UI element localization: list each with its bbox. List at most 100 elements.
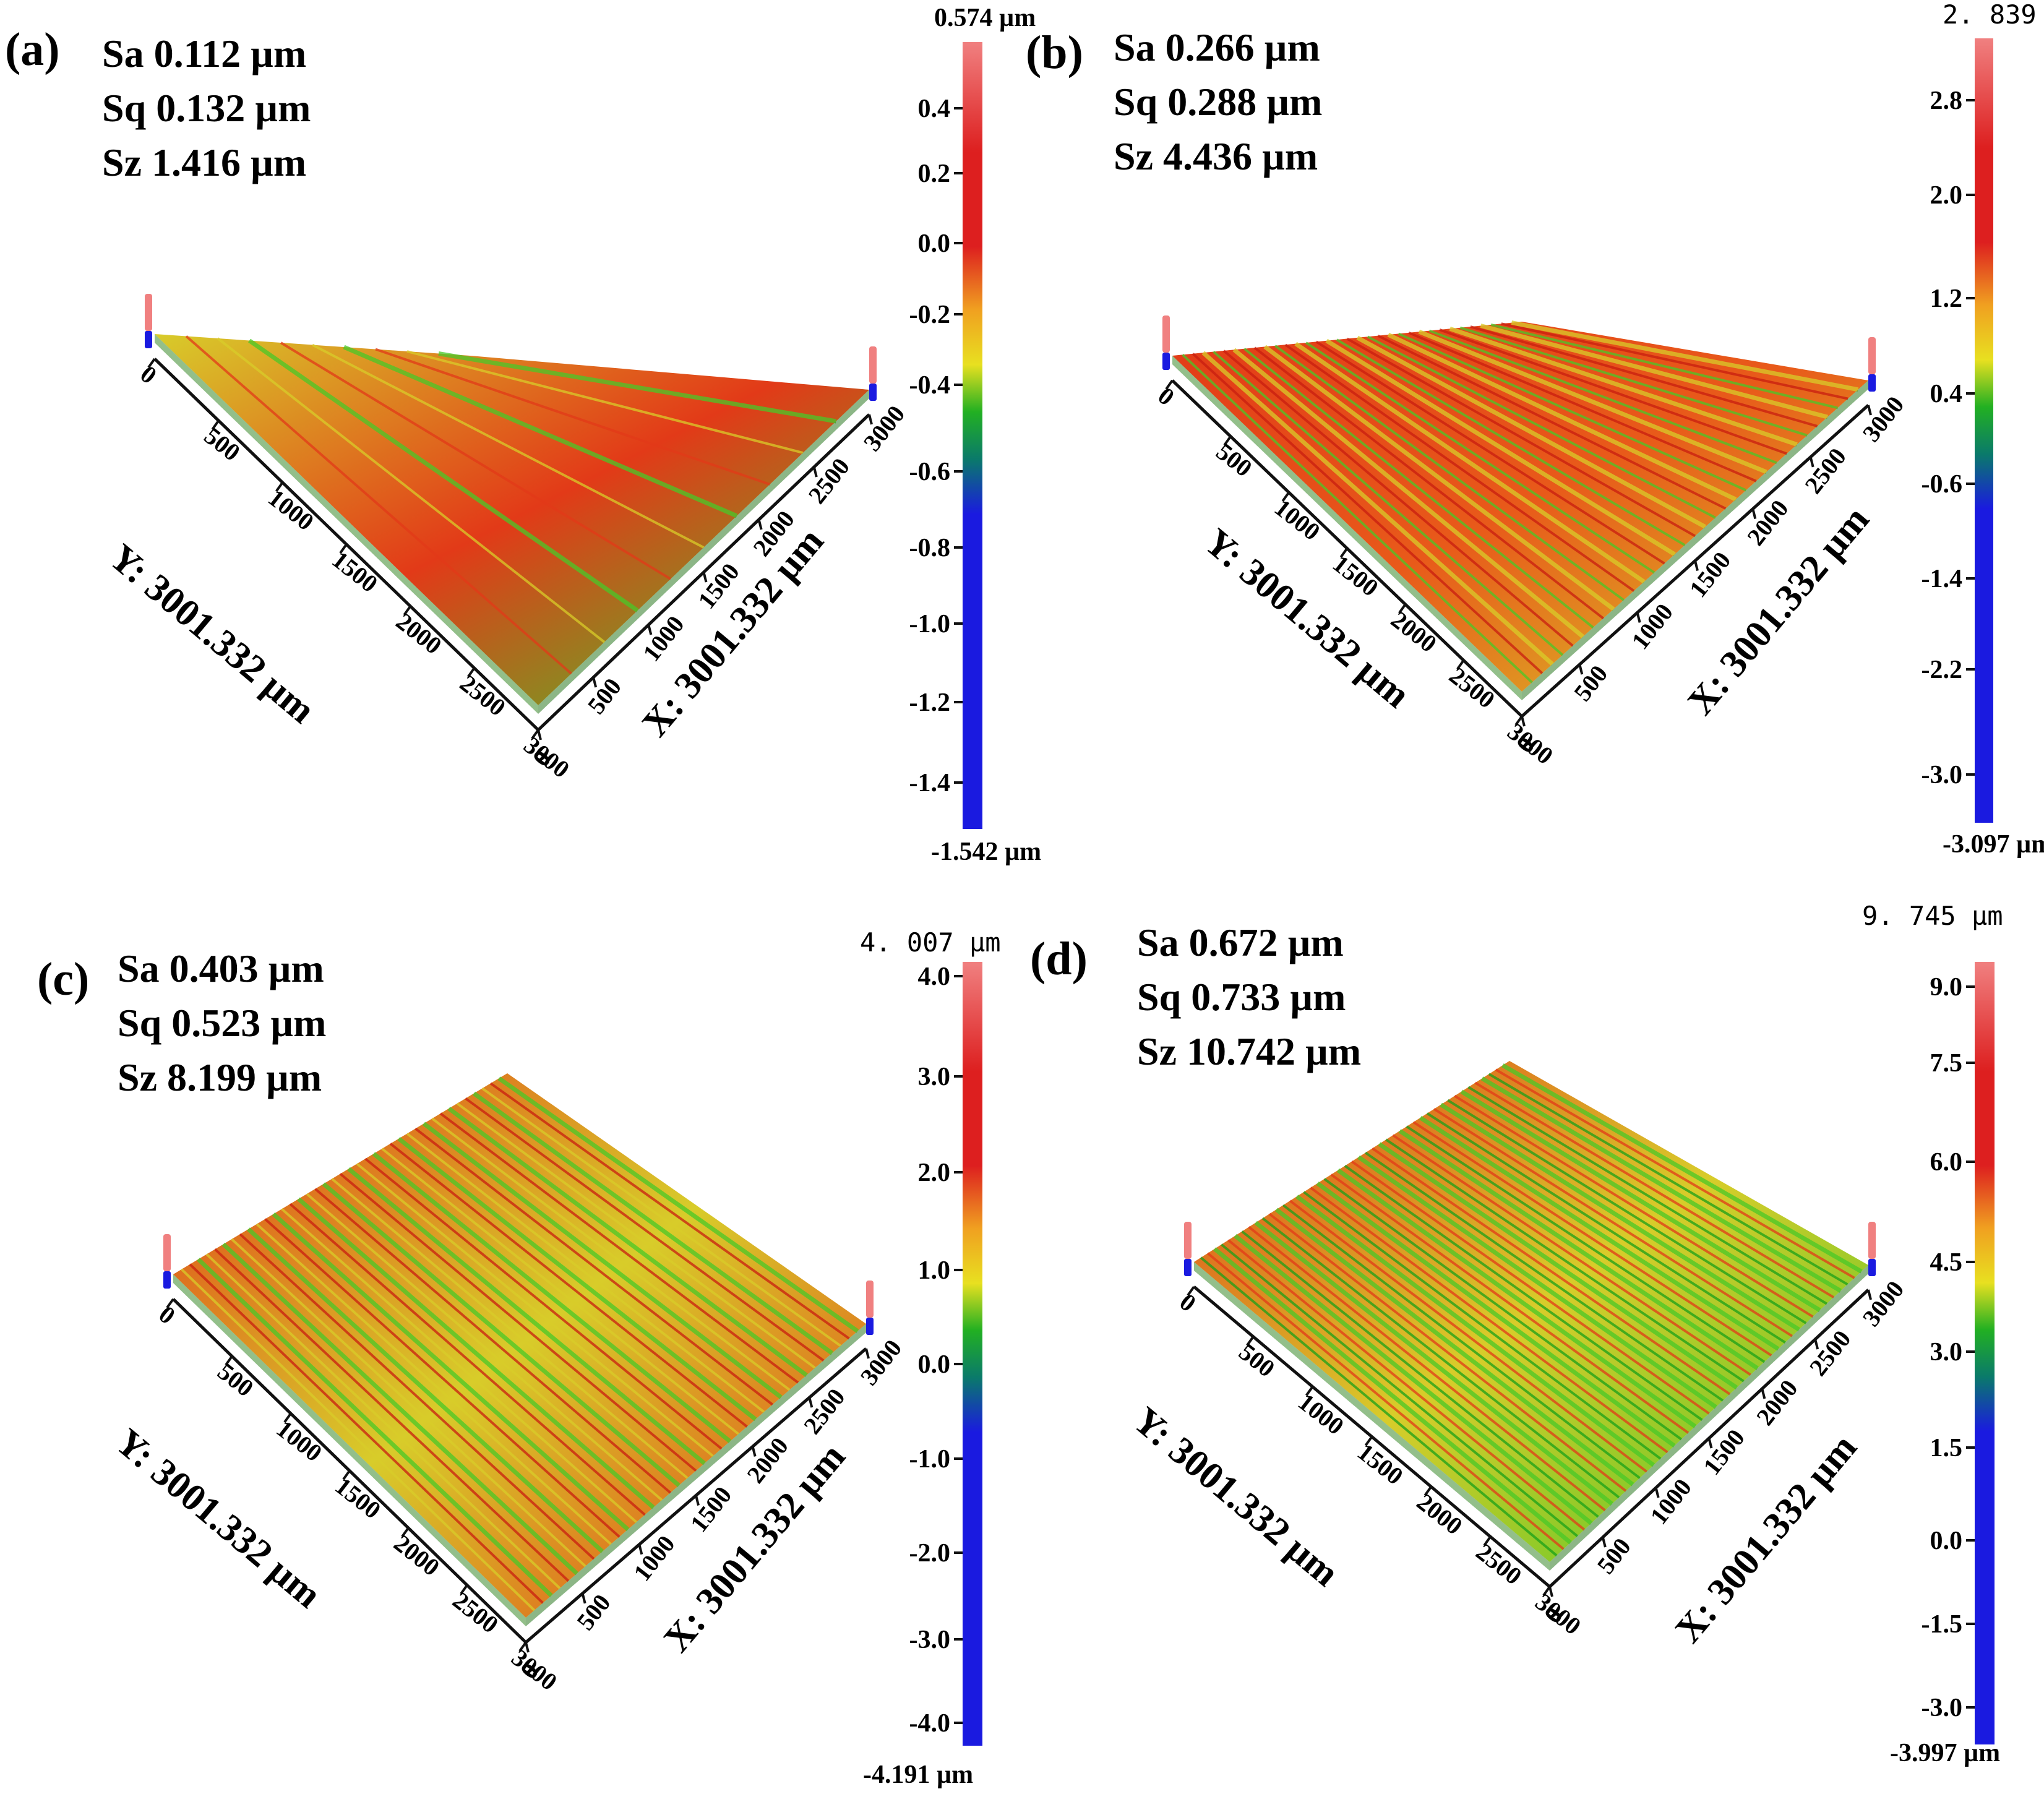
striation-line	[1182, 353, 1533, 684]
striation-line	[381, 1148, 739, 1435]
striation-line	[1248, 1225, 1606, 1512]
striation-line	[1356, 335, 1707, 529]
striation-line	[343, 345, 738, 518]
striation-line	[389, 1143, 748, 1428]
striation-line	[1406, 1125, 1766, 1363]
striation-line	[339, 1172, 697, 1472]
y-axis-tick	[1246, 1336, 1255, 1346]
roughness-stat: Sa 0.266 µm	[1114, 25, 1320, 69]
x-axis-tick	[537, 729, 542, 740]
y-axis-tick-label: 0	[1174, 1288, 1201, 1318]
striation-line	[1263, 345, 1615, 611]
striation-line	[1310, 1186, 1668, 1454]
striation-line	[239, 1233, 595, 1560]
surface-edge	[538, 390, 869, 714]
scale-tick-label: -3.0	[1922, 761, 1963, 789]
scale-tick-label: 0.4	[918, 95, 951, 123]
panel-label: (a)	[5, 24, 60, 75]
striation-line	[197, 1258, 553, 1597]
striation-line	[312, 343, 705, 549]
striation-line	[439, 1112, 799, 1384]
color-scale-bar	[963, 42, 982, 829]
striation-line	[1433, 1108, 1793, 1337]
striation-line	[1261, 1217, 1620, 1499]
corner-post	[163, 1234, 171, 1271]
y-axis-tick	[1542, 1585, 1551, 1597]
scale-tick-label: -2.0	[909, 1539, 951, 1568]
striation-line	[314, 1188, 672, 1494]
x-axis-tick	[1654, 1487, 1660, 1498]
x-axis-tick-label: 1000	[628, 1530, 681, 1586]
y-axis-tick-label: 3000	[518, 731, 575, 784]
scale-min-label: -1.542 µm	[931, 838, 1041, 866]
roughness-stat: Sz 4.436 µm	[1114, 134, 1318, 178]
corner-post	[145, 331, 152, 348]
scale-tick-label: 0.0	[918, 230, 951, 258]
y-axis-tick	[1456, 659, 1465, 670]
striation-line	[364, 1157, 723, 1450]
x-axis-tick-label: 2000	[1751, 1375, 1803, 1431]
x-axis-tick-label: 1500	[1684, 546, 1737, 603]
y-axis-tick	[1483, 1536, 1492, 1547]
x-axis-tick-label: 2500	[802, 453, 855, 509]
striation-line	[1470, 325, 1818, 427]
striation-line	[1398, 1129, 1759, 1370]
striation-line	[289, 1203, 646, 1516]
surface-edge	[1172, 356, 1522, 700]
x-axis-tick	[592, 677, 598, 688]
y-axis-tick-label: 1000	[1293, 1388, 1349, 1440]
roughness-stat: Sz 10.742 µm	[1137, 1029, 1361, 1073]
x-axis-tick	[647, 624, 653, 635]
striation-line	[1274, 1208, 1634, 1487]
striation-line	[1305, 341, 1655, 574]
striation-line	[1295, 1195, 1655, 1467]
striation-line	[414, 1127, 773, 1406]
x-axis-tick-label: 3000	[1857, 1276, 1910, 1332]
color-scale-bar	[1975, 962, 1995, 1744]
x-axis-tick	[751, 1446, 757, 1457]
y-axis-tick	[1424, 1486, 1432, 1496]
scale-max-label: 2. 839 µm	[1943, 0, 2044, 30]
striation-line	[447, 1107, 808, 1377]
striation-line	[1428, 329, 1777, 465]
scale-tick-label: 7.5	[1930, 1049, 1963, 1078]
corner-post	[1868, 1259, 1876, 1276]
y-axis-title: Y: 3001.332 µm	[1125, 1399, 1347, 1595]
panel-label: (c)	[37, 953, 89, 1005]
corner-post	[1162, 315, 1170, 353]
y-axis-tick	[1223, 435, 1232, 446]
surface-edge	[1550, 1265, 1868, 1571]
y-axis-tick	[1514, 715, 1523, 726]
roughness-stat: Sz 8.199 µm	[118, 1055, 322, 1099]
striation-line	[1284, 343, 1635, 592]
striation-line	[1367, 335, 1716, 519]
scale-tick-label: 2.0	[1930, 181, 1963, 210]
y-axis-title: Y: 3001.332 µm	[101, 536, 323, 732]
x-axis-tick-label: 2000	[1741, 494, 1794, 551]
striation-line	[189, 1263, 544, 1604]
y-axis-tick-label: 3000	[506, 1644, 562, 1696]
y-axis-tick-label: 2500	[1471, 1538, 1527, 1590]
striation-line	[1213, 1247, 1572, 1545]
scale-tick-label: -1.0	[909, 610, 951, 638]
striation-line	[438, 351, 837, 424]
y-axis-tick	[342, 1470, 351, 1480]
striation-line	[489, 1082, 850, 1340]
x-axis-tick	[1636, 612, 1641, 623]
x-axis-tick-label: 2500	[798, 1383, 851, 1439]
x-axis-tick-label: 1500	[1698, 1424, 1750, 1480]
scale-tick-label: -1.2	[909, 689, 951, 717]
y-axis-tick	[1364, 1436, 1373, 1446]
roughness-stat: Sa 0.403 µm	[118, 946, 324, 990]
striation-line	[1377, 334, 1727, 510]
striation-line	[1495, 1068, 1855, 1279]
striation-line	[1268, 1212, 1627, 1492]
striation-line	[1418, 329, 1767, 474]
surface-striations	[1182, 320, 1859, 684]
surface-edge	[173, 1274, 526, 1626]
y-axis-tick	[467, 667, 476, 678]
scale-tick-label: -1.5	[1922, 1610, 1963, 1639]
y-axis-tick	[339, 543, 348, 554]
striation-line	[1480, 324, 1829, 419]
striation-line	[431, 1117, 791, 1391]
